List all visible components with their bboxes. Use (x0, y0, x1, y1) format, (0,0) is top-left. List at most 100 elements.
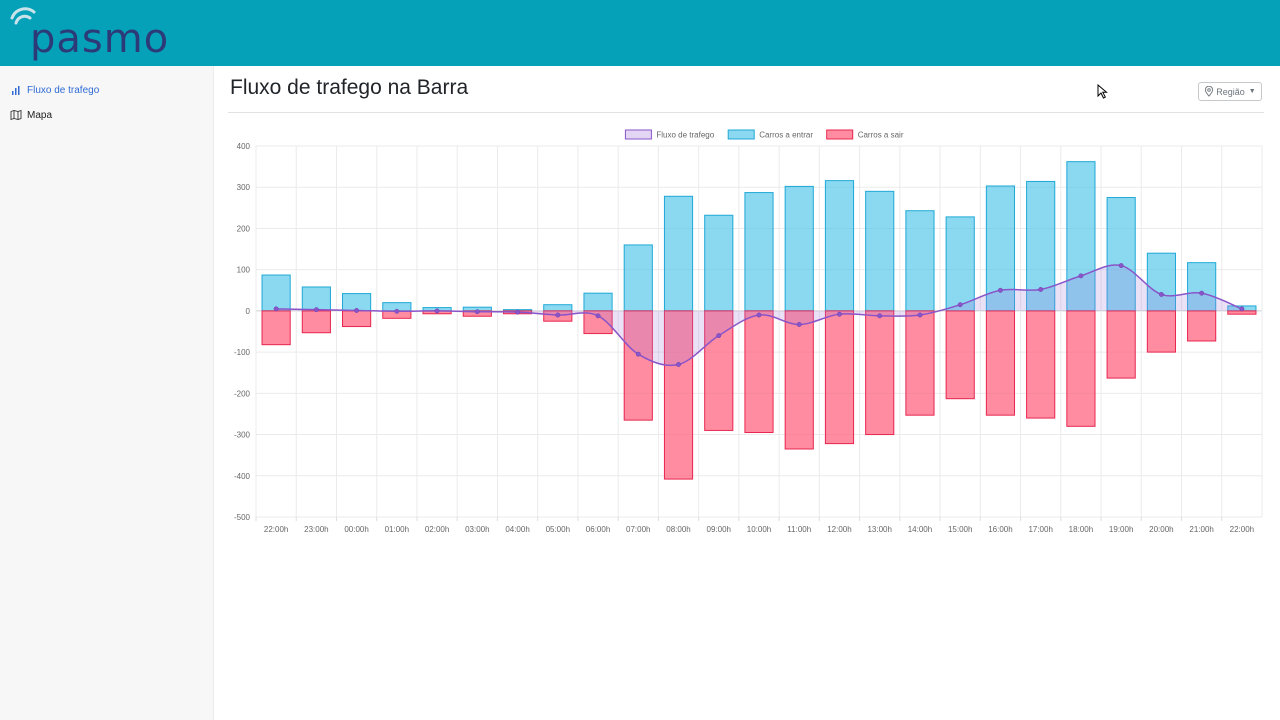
x-tick-label: 14:00h (908, 525, 932, 534)
bar-carros-a-entrar (945, 216, 975, 312)
flow-point (756, 312, 762, 318)
x-tick-label: 12:00h (827, 525, 851, 534)
brand-name: pasmo (30, 16, 170, 62)
flow-point (917, 312, 923, 318)
bar-carros-a-sair (865, 310, 895, 436)
bar-carros-a-sair (905, 310, 935, 416)
y-tick-label: 0 (246, 307, 251, 316)
x-tick-label: 06:00h (586, 525, 610, 534)
bar-carros-a-entrar (784, 185, 814, 312)
bar-carros-a-entrar (1066, 161, 1096, 312)
x-tick-label: 18:00h (1069, 525, 1093, 534)
x-tick-label: 01:00h (385, 525, 409, 534)
y-tick-label: -400 (234, 472, 251, 481)
x-tick-label: 22:00h (1230, 525, 1254, 534)
bar-carros-a-entrar (663, 195, 694, 312)
legend-swatch-carros-a-entrar (727, 129, 755, 140)
x-tick-label: 23:00h (304, 525, 328, 534)
chart-legend: Fluxo de trafego Carros a entrar Carros a … (624, 129, 904, 140)
y-tick-label: 300 (237, 183, 251, 192)
y-tick-label: 400 (237, 142, 251, 151)
x-tick-label: 11:00h (787, 525, 811, 534)
x-tick-label: 15:00h (948, 525, 972, 534)
x-tick-label: 16:00h (988, 525, 1012, 534)
bar-carros-a-sair (301, 310, 331, 334)
legend-swatch-carros-a-sair (826, 129, 854, 140)
flow-point (313, 307, 319, 313)
y-tick-label: -200 (234, 389, 251, 398)
series-carros-a-sair (261, 310, 1257, 480)
bar-carros-a-sair (261, 310, 291, 346)
flow-point (716, 333, 722, 339)
flow-point (1078, 273, 1084, 279)
sidebar-item-fluxo-de-trafego[interactable]: Fluxo de trafego (10, 81, 99, 99)
bar-carros-a-entrar (865, 190, 895, 312)
x-tick-label: 22:00h (264, 525, 288, 534)
sidebar-item-mapa[interactable]: Mapa (10, 106, 52, 124)
x-tick-label: 03:00h (465, 525, 489, 534)
x-axis-ticks: 22:00h 23:00h 00:00h 01:00h 02:00h 03:00h 04:0… (255, 517, 1254, 534)
x-tick-label: 17:00h (1028, 525, 1052, 534)
bar-carros-a-sair (744, 310, 774, 433)
caret-down-icon: ▼ (1248, 88, 1256, 95)
bar-carros-a-sair (824, 310, 855, 445)
flow-point (957, 302, 963, 308)
bar-carros-a-sair (1227, 310, 1257, 315)
bar-carros-a-sair (1146, 310, 1176, 353)
legend-label-carros-a-entrar: Carros a entrar (759, 131, 813, 140)
x-tick-label: 02:00h (425, 525, 449, 534)
flow-point (595, 313, 601, 319)
bar-carros-a-sair (704, 310, 734, 431)
flow-point (1118, 263, 1124, 268)
bar-carros-a-sair (1066, 310, 1096, 427)
x-tick-label: 19:00h (1109, 525, 1133, 534)
flow-point (1038, 287, 1044, 292)
x-tick-label: 04:00h (505, 525, 529, 534)
x-tick-label: 08:00h (666, 525, 690, 534)
header-divider (228, 112, 1264, 113)
region-dropdown-button[interactable]: Região ▼ (1198, 82, 1262, 101)
sidebar: Fluxo de trafego Mapa (0, 66, 214, 720)
flow-point (434, 308, 440, 314)
region-button-label: Região (1216, 86, 1245, 97)
flow-point (1158, 291, 1164, 297)
bar-carros-a-sair (985, 310, 1016, 416)
bar-carros-a-sair (583, 310, 613, 335)
x-tick-label: 05:00h (546, 525, 570, 534)
y-axis-ticks: 400 300 200 100 0 -100 -200 -300 -400 -500 (234, 142, 251, 522)
main-content: Fluxo de trafego na Barra Região ▼ (214, 66, 1280, 720)
bar-carros-a-sair (342, 310, 372, 328)
bar-carros-a-entrar (623, 244, 653, 312)
bar-carros-a-sair (784, 310, 814, 450)
bar-carros-a-sair (623, 310, 653, 421)
x-tick-label: 10:00h (747, 525, 771, 534)
sidebar-item-label: Fluxo de trafego (27, 84, 100, 96)
y-tick-label: -500 (234, 513, 251, 522)
legend-swatch-fluxo-de-trafego (624, 129, 652, 140)
bar-carros-a-entrar (744, 192, 774, 312)
top-bar: pasmo (0, 0, 1280, 66)
flow-point (837, 311, 842, 317)
bar-carros-a-entrar (824, 180, 855, 312)
flow-point (1199, 290, 1205, 296)
flow-point (515, 309, 521, 315)
flow-point (354, 308, 360, 313)
pasmo-logo[interactable]: pasmo (8, 6, 183, 62)
bar-carros-a-entrar (1106, 197, 1136, 312)
x-tick-label: 20:00h (1149, 525, 1173, 534)
bar-chart-icon (12, 86, 20, 95)
wifi-logo-icon (10, 7, 36, 25)
x-tick-label: 13:00h (867, 525, 891, 534)
sidebar-item-label: Mapa (27, 109, 53, 121)
mouse-cursor-icon (1097, 84, 1108, 99)
bar-carros-a-entrar (261, 274, 291, 312)
y-tick-label: 100 (237, 266, 251, 275)
flow-point (796, 322, 802, 327)
bar-carros-a-sair (1026, 310, 1056, 419)
x-tick-label: 00:00h (344, 525, 368, 534)
flow-point (394, 308, 400, 314)
legend-label-fluxo-de-trafego: Fluxo de trafego (656, 131, 714, 140)
bar-carros-a-sair (663, 310, 694, 480)
bar-carros-a-sair (1187, 310, 1217, 342)
page-title: Fluxo de trafego na Barra (230, 76, 469, 99)
